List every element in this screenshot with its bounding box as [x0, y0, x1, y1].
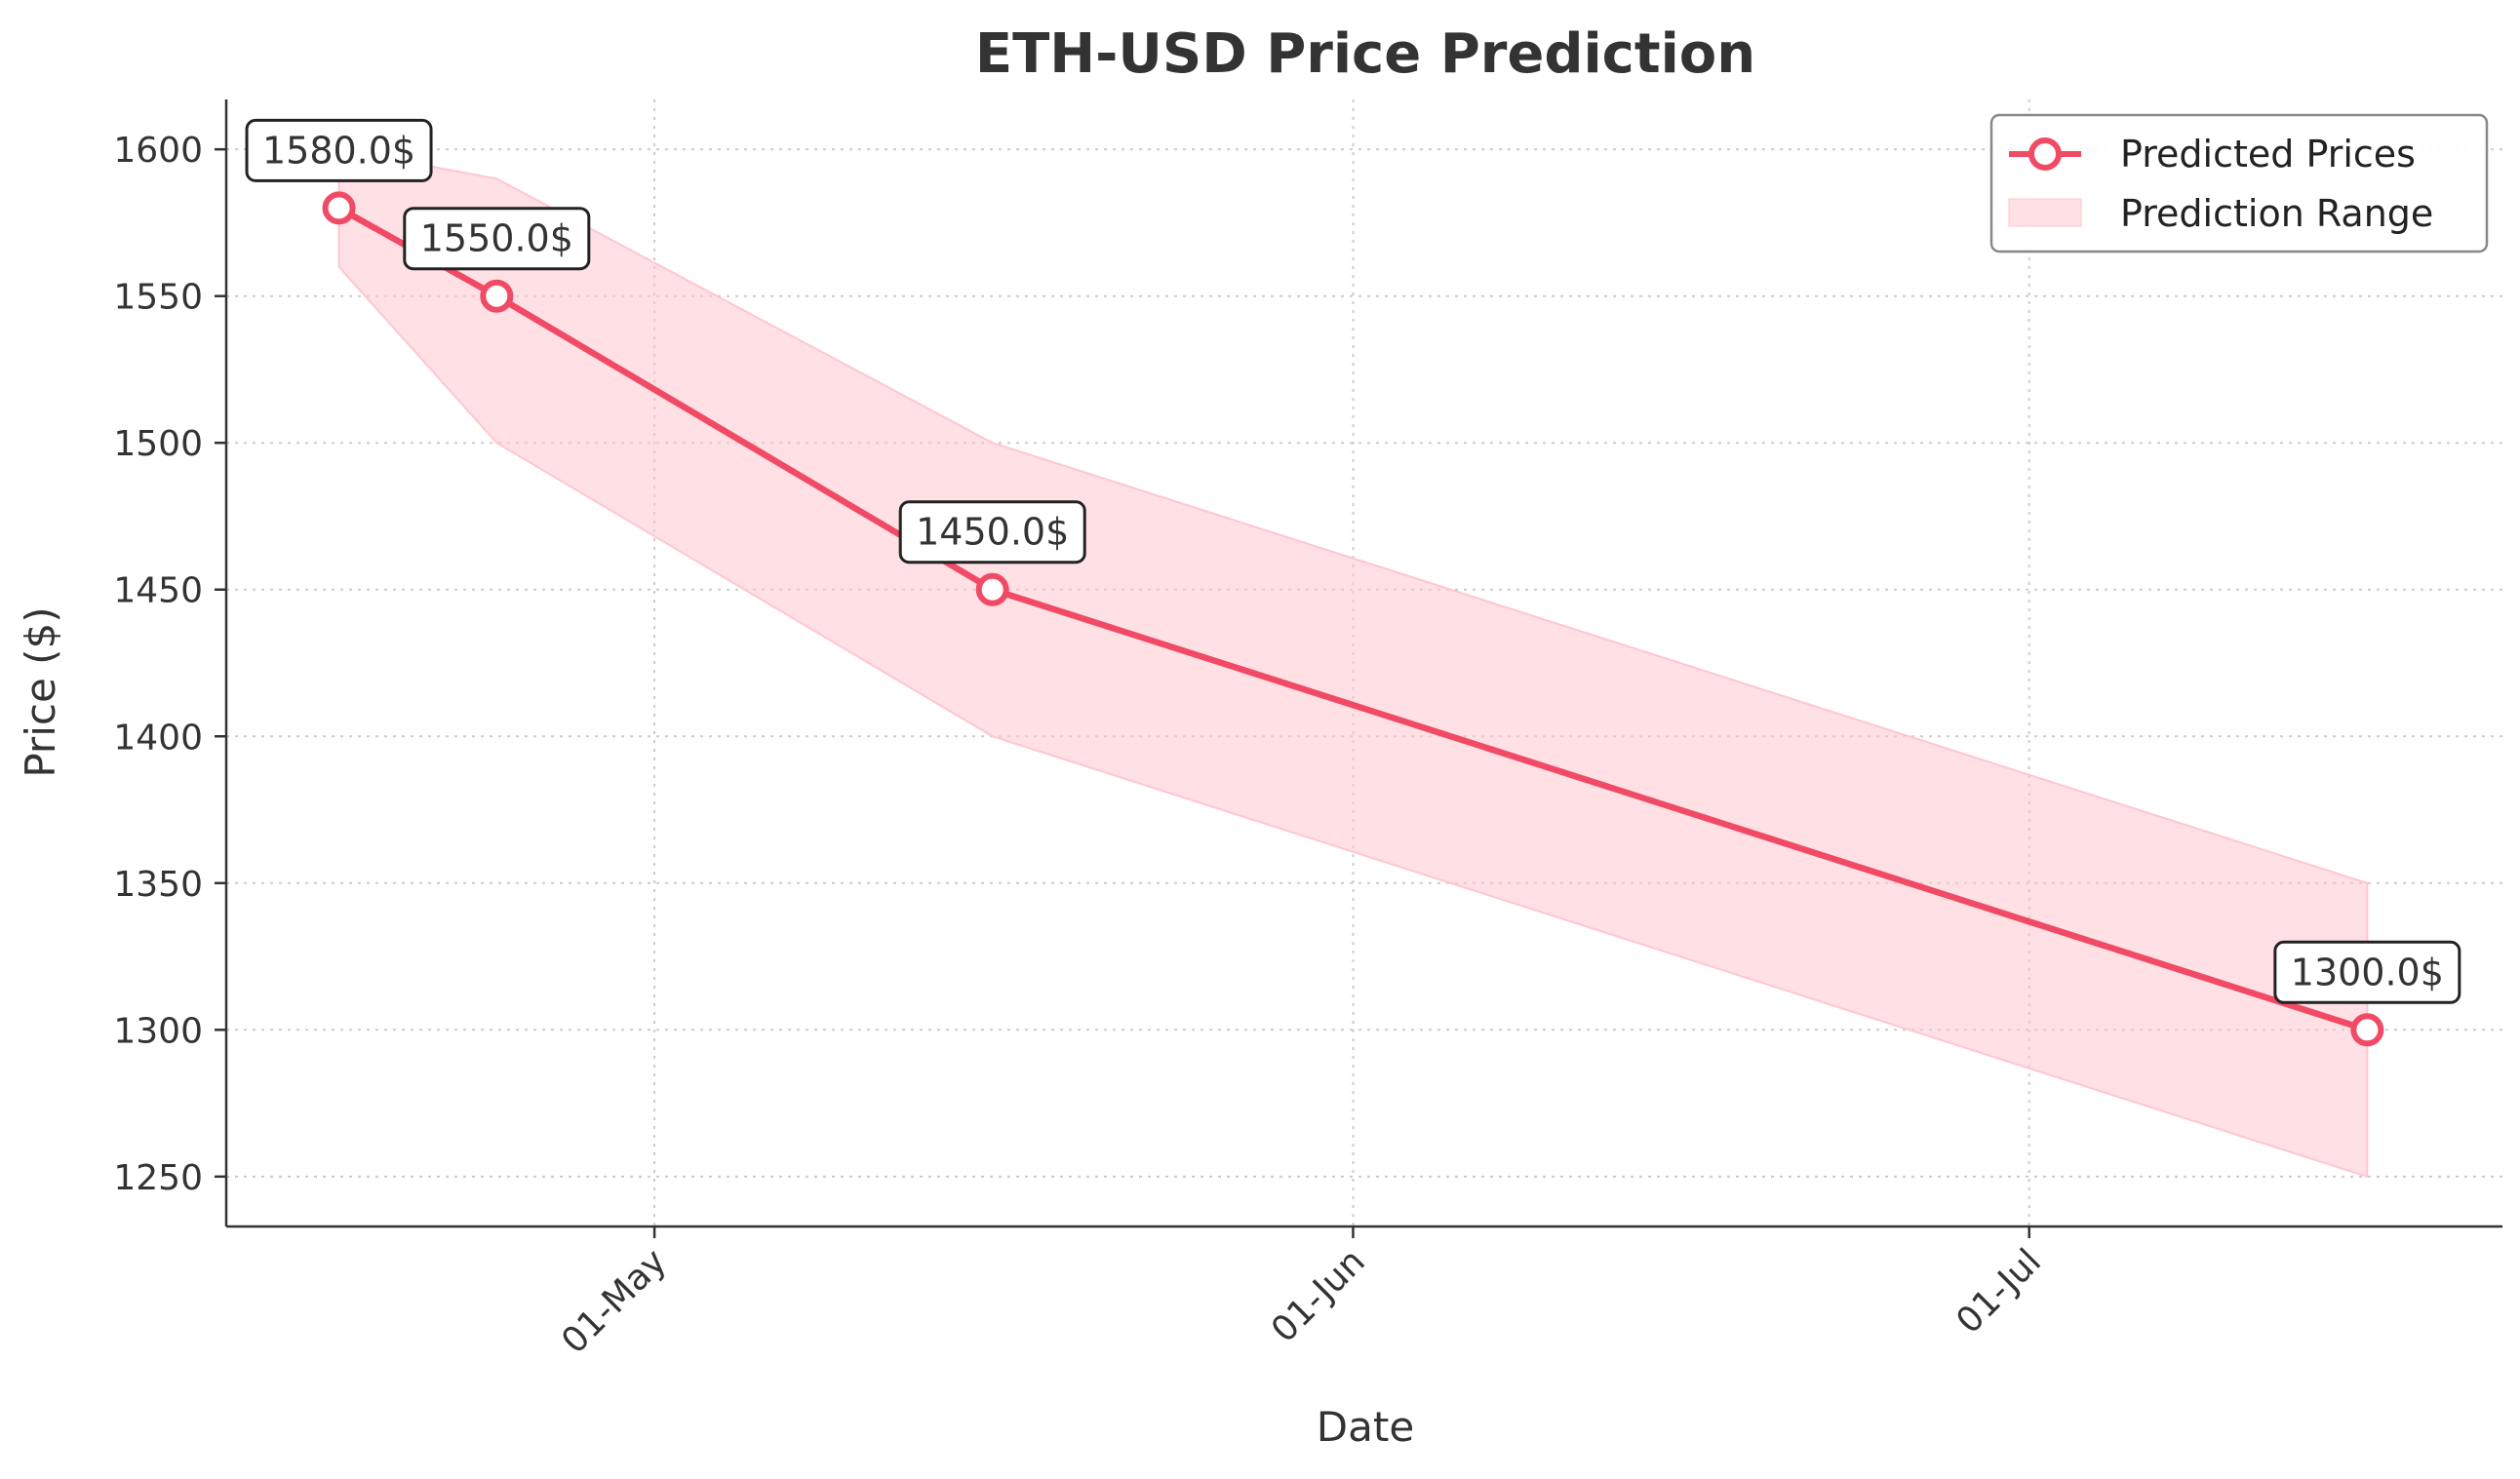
y-axis-label: Price ($) — [17, 606, 64, 777]
legend-band-swatch — [2008, 198, 2082, 227]
price-annotation-label: 1550.0$ — [420, 217, 573, 260]
price-annotation-label: 1300.0$ — [2291, 951, 2444, 993]
y-tick-label: 1400 — [113, 718, 203, 758]
predicted-price-point — [322, 191, 356, 225]
legend-label-prediction-range: Prediction Range — [2120, 192, 2433, 235]
legend-label-predicted-prices: Predicted Prices — [2120, 133, 2416, 175]
y-tick-label: 1500 — [113, 424, 203, 464]
predicted-price-point — [2350, 1013, 2384, 1047]
legend-marker-swatch — [2028, 137, 2062, 171]
y-tick-label: 1600 — [113, 131, 203, 171]
y-tick-label: 1450 — [113, 571, 203, 611]
legend: Predicted Prices Prediction Range — [1989, 113, 2489, 253]
price-annotation-box — [245, 118, 433, 182]
y-tick-label: 1250 — [113, 1158, 203, 1198]
band-layer — [337, 147, 2369, 1179]
x-tick-label: 01-Jul — [1949, 1241, 2049, 1342]
y-tick-label: 1550 — [113, 278, 203, 318]
annotation-layer: 1580.0$ 1550.0$ 1450.0$ 1300.0$ — [245, 118, 2461, 1004]
prediction-range-band — [337, 147, 2369, 1179]
chart-title: ETH-USD Price Prediction — [975, 22, 1755, 86]
x-tick-label: 01-Jun — [1264, 1241, 1373, 1350]
price-annotation-box — [898, 500, 1086, 564]
price-annotation-label: 1580.0$ — [262, 129, 415, 172]
price-annotation-label: 1450.0$ — [916, 511, 1069, 554]
price-annotation-box — [2273, 940, 2461, 1004]
y-tick-label: 1350 — [113, 865, 203, 905]
legend-frame — [1989, 113, 2489, 253]
predicted-price-point — [480, 279, 514, 313]
price-annotation-box — [403, 207, 591, 271]
y-tick-label: 1300 — [113, 1011, 203, 1051]
x-tick-label: 01-May — [554, 1241, 674, 1361]
predicted-price-point — [975, 572, 1009, 606]
x-axis-label: Date — [1317, 1403, 1414, 1451]
marker-layer — [322, 191, 2384, 1047]
